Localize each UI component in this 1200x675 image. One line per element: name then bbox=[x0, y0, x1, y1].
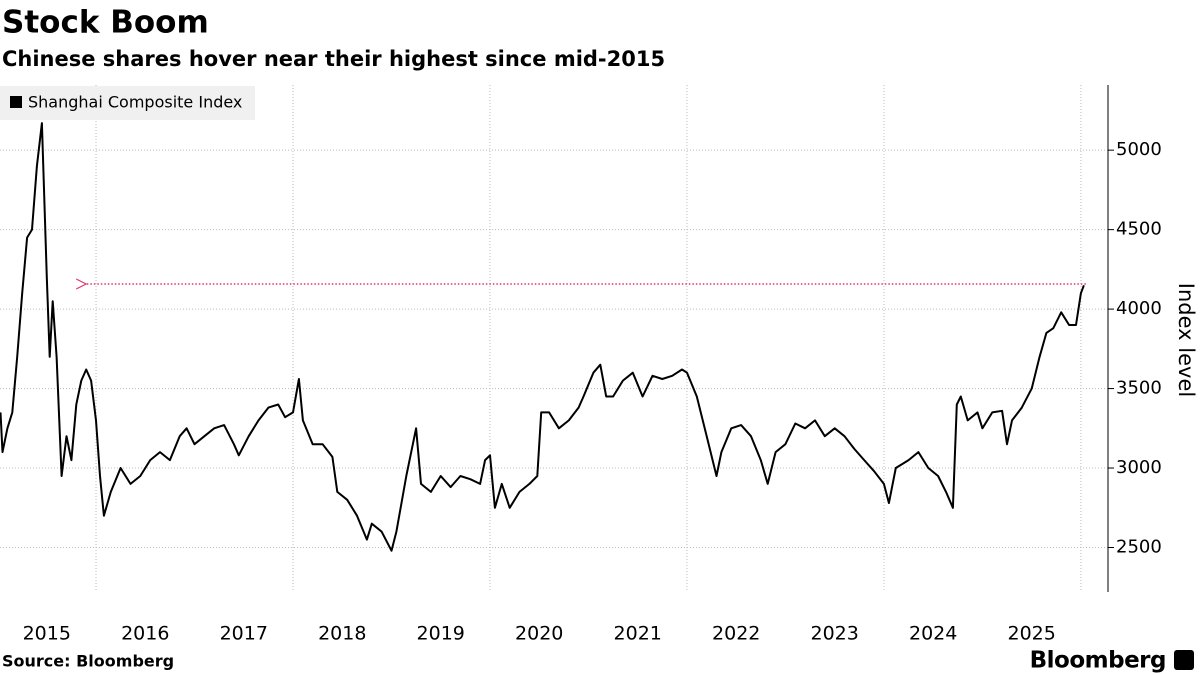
source: Source: Bloomberg bbox=[2, 652, 174, 671]
x-tick-label: 2017 bbox=[220, 623, 268, 645]
x-tick-label: 2019 bbox=[417, 623, 465, 645]
series-line bbox=[0, 122, 1085, 552]
y-tick-label: 3500 bbox=[1116, 378, 1162, 399]
y-tick-label: 3000 bbox=[1116, 457, 1162, 478]
y-axis-label: Index level bbox=[1174, 283, 1198, 397]
x-tick-label: 2022 bbox=[712, 623, 760, 645]
legend-box bbox=[0, 86, 255, 120]
legend-swatch bbox=[10, 96, 22, 108]
brand: Bloomberg bbox=[1030, 648, 1166, 674]
x-tick-label: 2020 bbox=[515, 623, 563, 645]
chart-title: Stock Boom bbox=[2, 5, 209, 41]
x-tick-label: 2015 bbox=[23, 623, 71, 645]
x-tick-label: 2024 bbox=[909, 623, 957, 645]
x-tick-label: 2025 bbox=[1007, 623, 1055, 645]
brand-icon bbox=[1174, 650, 1194, 670]
y-tick-label: 4000 bbox=[1116, 298, 1162, 319]
chart-subtitle: Chinese shares hover near their highest … bbox=[2, 47, 665, 71]
x-tick-label: 2021 bbox=[614, 623, 662, 645]
y-tick-label: 4500 bbox=[1116, 219, 1162, 240]
x-tick-label: 2016 bbox=[121, 623, 169, 645]
legend-label: Shanghai Composite Index bbox=[28, 93, 242, 112]
x-tick-label: 2023 bbox=[811, 623, 859, 645]
y-tick-label: 2500 bbox=[1116, 536, 1162, 557]
y-tick-label: 5000 bbox=[1116, 139, 1162, 160]
x-tick-label: 2018 bbox=[318, 623, 366, 645]
